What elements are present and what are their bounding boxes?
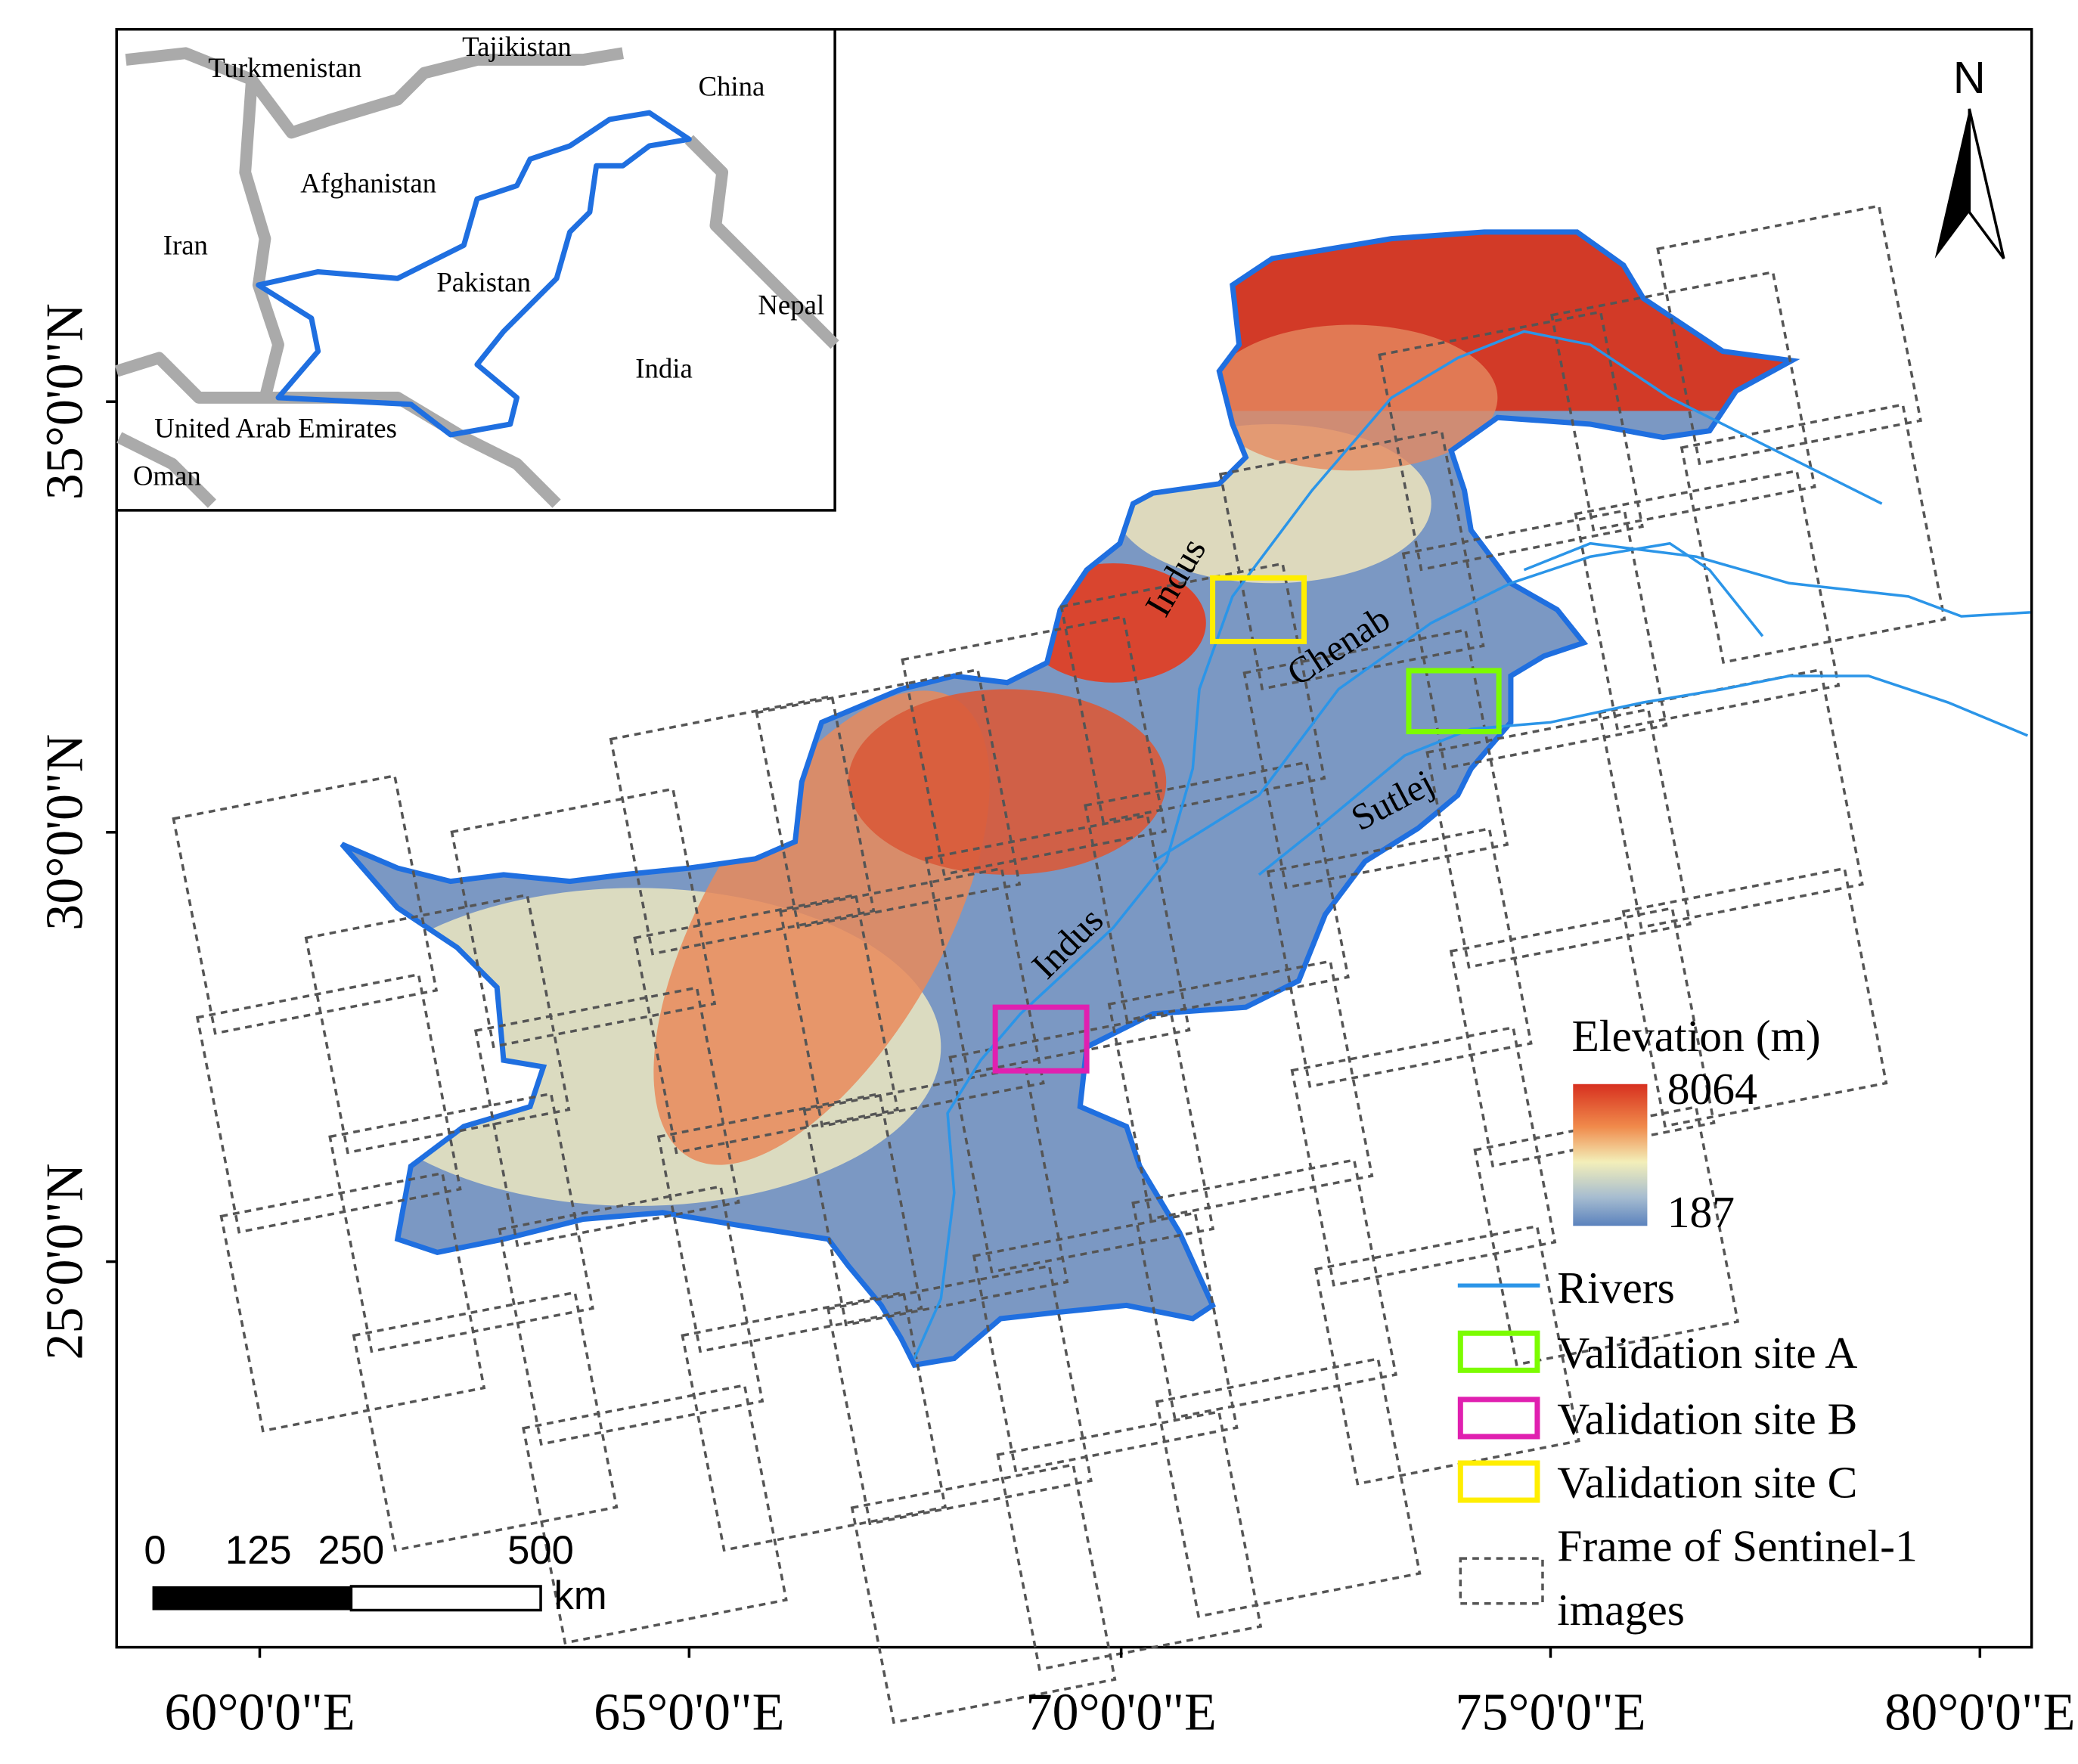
- lon-label: 70°0'0"E: [1026, 1683, 1217, 1741]
- legend-item: Validation site C: [1557, 1458, 1857, 1508]
- sentinel-frame: [996, 1410, 1263, 1671]
- sentinel-frame: [1550, 270, 1816, 532]
- legend-item: Rivers: [1557, 1263, 1675, 1313]
- country-label: Oman: [133, 460, 201, 491]
- elevation-ramp: [1573, 1084, 1648, 1226]
- lon-label: 80°0'0"E: [1884, 1683, 2075, 1741]
- sentinel-frame: [924, 814, 1191, 1075]
- scale-label: 500: [507, 1528, 574, 1573]
- sentinel-frame: [219, 1171, 486, 1433]
- legend-symbol: [1459, 1557, 1544, 1605]
- lat-label: 25°0'0"N: [36, 1164, 95, 1360]
- scale-unit: km: [554, 1573, 607, 1618]
- sentinel-frame: [827, 1264, 1093, 1526]
- lat-label: 35°0'0"N: [36, 303, 95, 500]
- sentinel-frame: [1131, 1158, 1397, 1419]
- sentinel-frame: [304, 893, 571, 1155]
- sentinel-frame: [1290, 1025, 1557, 1287]
- legend-min: 187: [1667, 1187, 1735, 1237]
- validation-site-a: [1406, 668, 1502, 735]
- legend-symbol: [1457, 1460, 1540, 1503]
- lon-label: 65°0'0"E: [594, 1683, 784, 1741]
- country-label: Turkmenistan: [208, 52, 361, 83]
- legend-item: images: [1557, 1585, 1685, 1635]
- sentinel-frame: [755, 668, 1022, 929]
- sentinel-frame: [195, 972, 462, 1234]
- scale-label: 125: [225, 1528, 292, 1573]
- sentinel-frame: [473, 986, 740, 1248]
- sentinel-frame: [1059, 562, 1326, 823]
- sentinel-frame: [1378, 310, 1644, 572]
- ticks: [106, 400, 1982, 1658]
- sentinel-frame: [1679, 403, 1946, 664]
- north-arrow: [1934, 108, 1970, 259]
- validation-site-c: [1210, 575, 1307, 644]
- sentinel-frame: [172, 773, 439, 1035]
- sentinel-frame: [681, 1291, 948, 1552]
- sentinel-frame: [352, 1291, 619, 1552]
- lon-label: 75°0'0"E: [1455, 1683, 1645, 1741]
- sentinel-frame: [656, 1092, 923, 1353]
- sentinel-frame: [609, 694, 876, 956]
- scale-bar: [349, 1585, 542, 1612]
- legend-item: Validation site B: [1557, 1394, 1857, 1443]
- legend-title: Elevation (m): [1572, 1011, 1821, 1061]
- sentinel-frame: [1084, 761, 1350, 1022]
- country-label: Iran: [163, 230, 208, 261]
- sentinel-frame: [1218, 429, 1485, 691]
- sentinel-frame: [802, 1065, 1069, 1327]
- sentinel-frame: [328, 1092, 594, 1353]
- sentinel-frame: [1242, 628, 1509, 889]
- sentinel-frame: [850, 1463, 1117, 1725]
- country-label: United Arab Emirates: [154, 413, 397, 444]
- sentinel-frame: [972, 1211, 1239, 1473]
- sentinel-frames: [172, 204, 1946, 1725]
- sentinel-frame: [1155, 1356, 1422, 1618]
- sentinel-frame: [1449, 907, 1716, 1167]
- validation-site-b: [992, 1004, 1090, 1074]
- lon-label: 60°0'0"E: [164, 1683, 355, 1741]
- sentinel-frame: [1401, 509, 1668, 770]
- sentinel-frame: [1314, 1224, 1580, 1486]
- sentinel-frame: [948, 1012, 1215, 1274]
- north-arrow: [1968, 108, 2005, 259]
- sentinel-frame: [633, 893, 900, 1155]
- inset-map: [114, 27, 839, 512]
- sentinel-frame: [779, 866, 1045, 1128]
- sentinel-frame: [1107, 960, 1374, 1221]
- sentinel-frame: [450, 787, 717, 1049]
- scale-bar: [152, 1586, 352, 1611]
- sentinel-frame: [498, 1185, 765, 1446]
- sentinel-frame: [1266, 826, 1533, 1088]
- sentinel-frame: [901, 615, 1168, 876]
- scale-label: 250: [318, 1528, 385, 1573]
- legend-symbol: [1457, 1397, 1540, 1440]
- country-label: Tajikistan: [462, 31, 572, 62]
- sentinel-frame: [1656, 204, 1922, 466]
- country-label: Nepal: [758, 290, 824, 321]
- country-label: Pakistan: [436, 267, 531, 298]
- legend-symbol: [1457, 1330, 1540, 1373]
- scale-label: 0: [144, 1528, 166, 1573]
- legend-item: Validation site A: [1557, 1328, 1857, 1378]
- country-label: India: [635, 353, 693, 384]
- country-label: China: [698, 70, 765, 101]
- sentinel-frame: [1621, 866, 1888, 1128]
- legend-max: 8064: [1667, 1064, 1757, 1114]
- lat-label: 30°0'0"N: [36, 734, 95, 931]
- country-label: Afghanistan: [300, 167, 436, 198]
- sentinel-frame: [1574, 469, 1841, 730]
- sentinel-frame: [1425, 708, 1692, 969]
- north-label: N: [1953, 52, 1986, 103]
- sentinel-frame: [522, 1384, 788, 1645]
- legend-item: Frame of Sentinel-1: [1557, 1521, 1918, 1571]
